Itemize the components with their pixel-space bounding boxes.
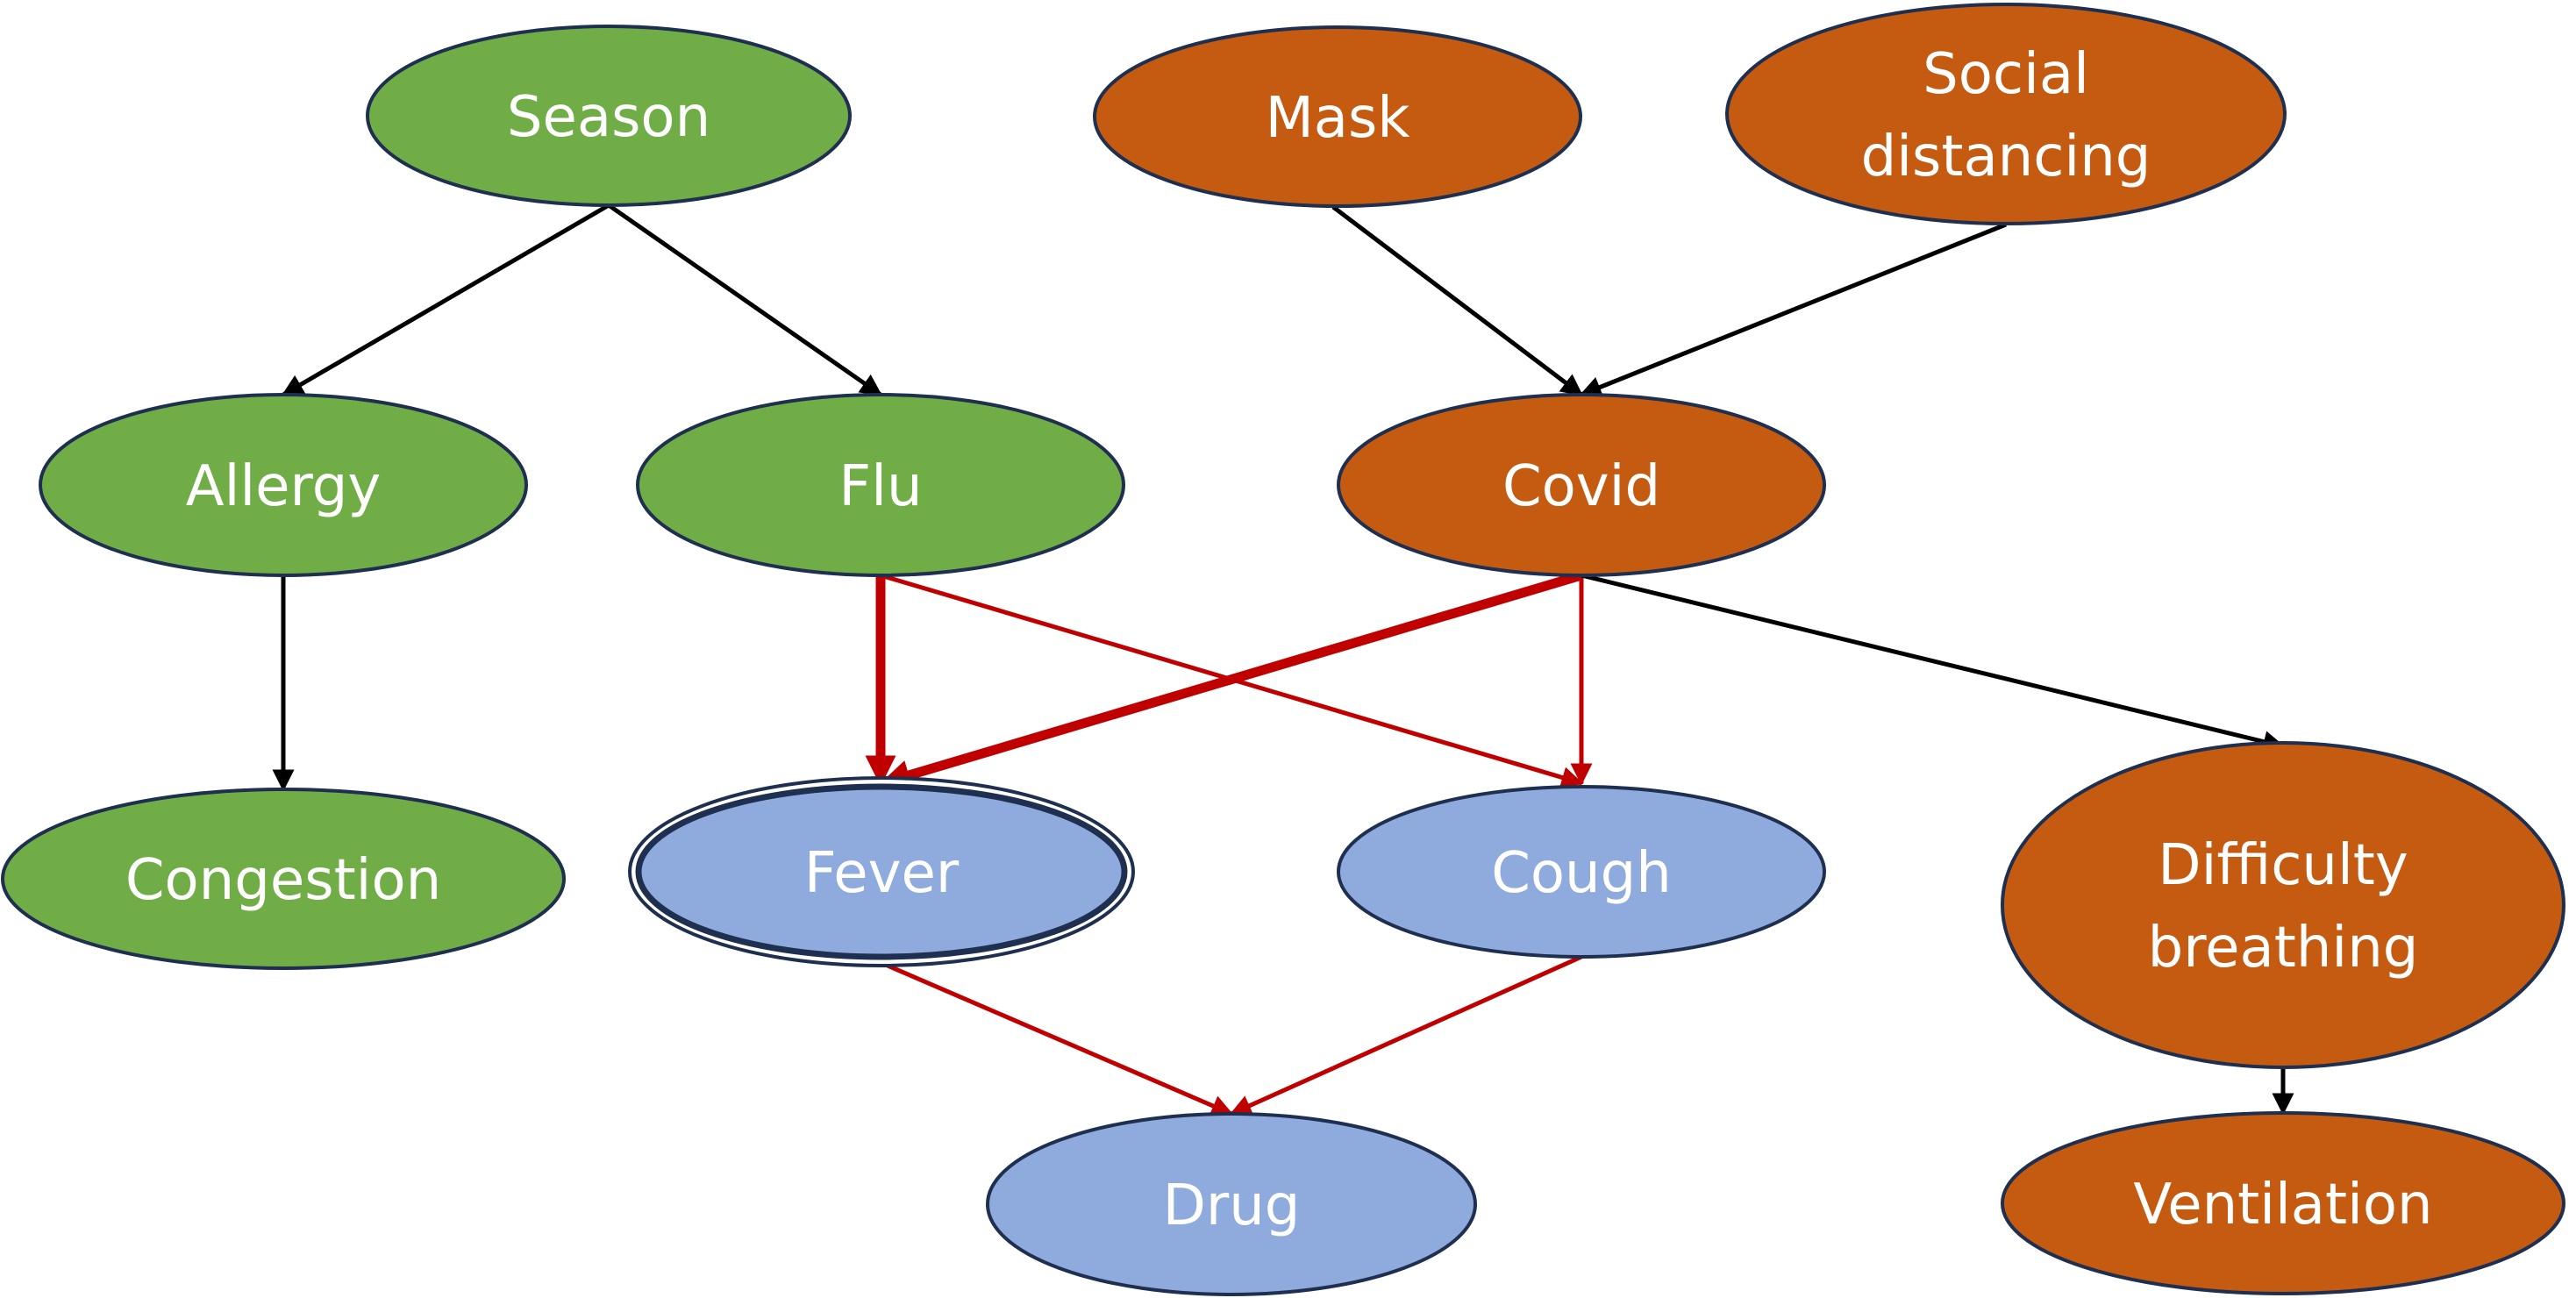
node-social-distancing: Social distancing xyxy=(1725,3,2287,225)
edge-covid-to-fever xyxy=(879,570,1583,790)
node-ventilation: Ventilation xyxy=(2001,1111,2565,1295)
node-social-distancing-label-line: Social xyxy=(1923,42,2089,107)
node-difficulty-breathing-shape xyxy=(2001,741,2565,1069)
edge-covid-to-difficulty-breathing xyxy=(1581,573,2286,752)
node-social-distancing-label-line: distancing xyxy=(1861,125,2151,189)
node-fever-label: Fever xyxy=(804,841,960,906)
edges-layer xyxy=(272,203,2294,1116)
node-allergy-shape xyxy=(39,393,528,577)
node-mask-shape xyxy=(1093,25,1582,208)
node-mask: Mask xyxy=(1093,25,1582,208)
edge-season-to-flu xyxy=(607,203,883,397)
node-season: Season xyxy=(366,25,852,207)
node-mask-label: Mask xyxy=(1266,86,1410,151)
node-covid-shape xyxy=(1337,393,1826,577)
node-cough-label: Cough xyxy=(1491,841,1672,906)
node-congestion: Congestion xyxy=(1,788,566,970)
node-difficulty-breathing-label-line: breathing xyxy=(2148,916,2419,981)
node-allergy-label: Allergy xyxy=(186,454,381,519)
node-social-distancing-label: Social distancing xyxy=(1861,42,2151,189)
node-ventilation-shape xyxy=(2001,1111,2565,1295)
node-cough: Cough xyxy=(1337,785,1826,959)
edge-social-distancing-to-covid xyxy=(1579,222,2007,398)
edge-season-to-allergy xyxy=(281,203,610,397)
nodes-layer: Season Mask Social distancing Allergy Flu Covi… xyxy=(1,3,2565,1296)
node-drug: Drug xyxy=(986,1112,1477,1296)
edge-fever-to-drug xyxy=(881,960,1234,1116)
node-ventilation-label: Ventilation xyxy=(2133,1173,2432,1237)
node-congestion-shape xyxy=(1,788,566,970)
node-cough-shape xyxy=(1337,785,1826,959)
node-congestion-label: Congestion xyxy=(125,848,441,913)
node-difficulty-breathing-label-line: Difficulty xyxy=(2158,833,2408,898)
node-covid: Covid xyxy=(1337,393,1826,577)
node-difficulty-breathing-label: Difficulty breathing xyxy=(2148,833,2419,981)
node-flu: Flu xyxy=(636,393,1125,577)
edge-mask-to-covid xyxy=(1331,205,1583,396)
node-flu-label: Flu xyxy=(838,454,922,519)
node-fever: Fever xyxy=(628,776,1135,967)
node-season-shape xyxy=(366,25,852,207)
node-drug-label: Drug xyxy=(1163,1173,1301,1238)
node-flu-shape xyxy=(636,393,1125,577)
node-season-label: Season xyxy=(507,85,710,150)
edge-cough-to-drug xyxy=(1229,954,1583,1116)
node-social-distancing-shape xyxy=(1725,3,2287,225)
node-covid-label: Covid xyxy=(1502,454,1660,519)
node-allergy: Allergy xyxy=(39,393,528,577)
node-fever-shape xyxy=(635,783,1128,960)
node-difficulty-breathing: Difficulty breathing xyxy=(2001,741,2565,1069)
node-drug-shape xyxy=(986,1112,1477,1296)
